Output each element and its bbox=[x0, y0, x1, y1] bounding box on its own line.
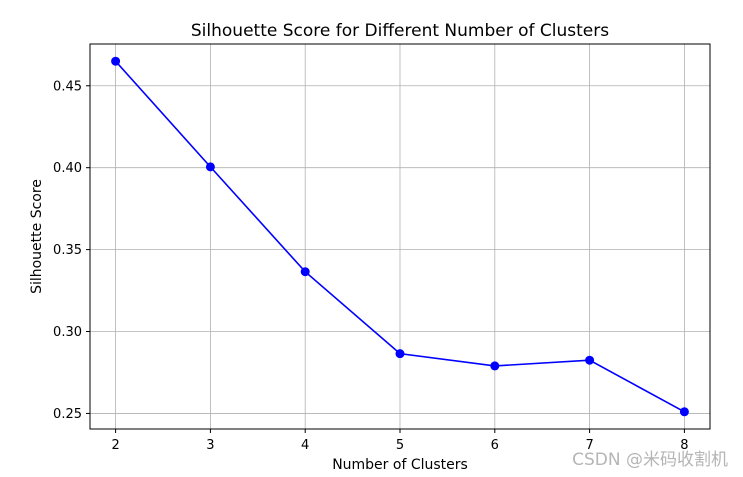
data-point bbox=[395, 349, 405, 359]
data-point bbox=[300, 267, 310, 277]
x-axis-label: Number of Clusters bbox=[332, 457, 468, 473]
y-tick-label: 0.30 bbox=[53, 325, 82, 340]
data-point bbox=[111, 56, 121, 66]
y-axis-label: Silhouette Score bbox=[29, 179, 45, 294]
y-tick-label: 0.40 bbox=[53, 161, 82, 176]
x-tick-label: 2 bbox=[111, 438, 119, 453]
y-tick-label: 0.25 bbox=[53, 407, 82, 422]
series-layer bbox=[111, 56, 689, 417]
y-tick-label: 0.35 bbox=[53, 243, 82, 258]
x-tick-label: 3 bbox=[206, 438, 214, 453]
grid-lines bbox=[90, 44, 710, 429]
data-point bbox=[679, 407, 689, 417]
chart-title: Silhouette Score for Different Number of… bbox=[191, 21, 609, 41]
data-point bbox=[205, 162, 215, 172]
y-tick-label: 0.45 bbox=[53, 79, 82, 94]
x-tick-label: 7 bbox=[585, 438, 593, 453]
data-point bbox=[490, 361, 500, 371]
watermark: CSDN @米码收割机 bbox=[572, 450, 728, 470]
x-tick-label: 8 bbox=[680, 438, 688, 453]
axis-ticks: 2 3 4 5 6 7 8 0.25 0.30 0.35 0.40 0.45 bbox=[53, 79, 688, 453]
x-tick-label: 4 bbox=[301, 438, 309, 453]
data-point bbox=[585, 355, 595, 365]
x-tick-label: 6 bbox=[491, 438, 499, 453]
x-tick-label: 5 bbox=[396, 438, 404, 453]
